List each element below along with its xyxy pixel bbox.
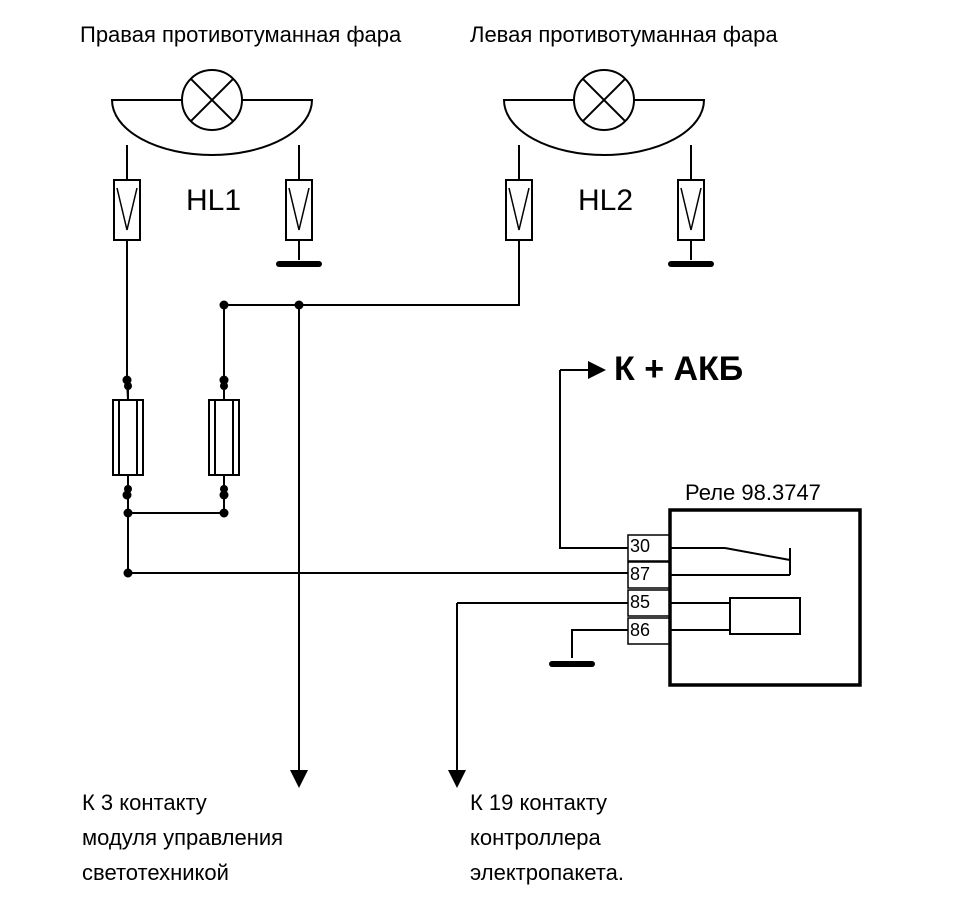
wiring-diagram: Правая противотуманная фара Левая противо… (0, 0, 960, 917)
junction (123, 376, 132, 385)
label-pin86: 86 (630, 620, 650, 640)
label-left_fog: Левая противотуманная фара (470, 22, 778, 47)
junction (220, 301, 229, 310)
label-pin85: 85 (630, 592, 650, 612)
label-note_left_3: светотехникой (82, 860, 229, 885)
label-pin30: 30 (630, 536, 650, 556)
wire-join_to_relay (128, 513, 628, 573)
label-hl2: HL2 (578, 184, 633, 217)
label-note_right_3: электропакета. (470, 860, 624, 885)
connector-hl1-left (114, 180, 140, 240)
label-relay: Реле 98.3747 (685, 480, 821, 505)
label-k_akb: К + АКБ (614, 350, 743, 388)
label-note_right_2: контроллера (470, 825, 601, 850)
junction (124, 569, 133, 578)
wire-hl2_L_down_across (224, 240, 519, 305)
label-hl1: HL1 (186, 184, 241, 217)
label-note_left_1: К 3 контакту (82, 790, 207, 815)
junction (220, 491, 229, 500)
connector-hl1-right (286, 180, 312, 240)
connector-hl2-right (678, 180, 704, 240)
wire-to_akb (560, 370, 628, 548)
junction (124, 509, 133, 518)
junction (220, 509, 229, 518)
junction (220, 376, 229, 385)
label-right_fog: Правая противотуманная фара (80, 22, 402, 47)
junction (123, 491, 132, 500)
connector-hl2-left (506, 180, 532, 240)
label-note_left_2: модуля управления (82, 825, 283, 850)
wire-pin86_out (572, 630, 628, 658)
junction (295, 301, 304, 310)
lamp-hl2 (504, 70, 704, 155)
lamp-hl1 (112, 70, 312, 155)
label-note_right_1: К 19 контакту (470, 790, 607, 815)
arrow-akb (588, 361, 606, 379)
label-pin87: 87 (630, 564, 650, 584)
relay-box (628, 510, 860, 685)
arrow-right-down (448, 770, 466, 788)
arrow-left-down (290, 770, 308, 788)
